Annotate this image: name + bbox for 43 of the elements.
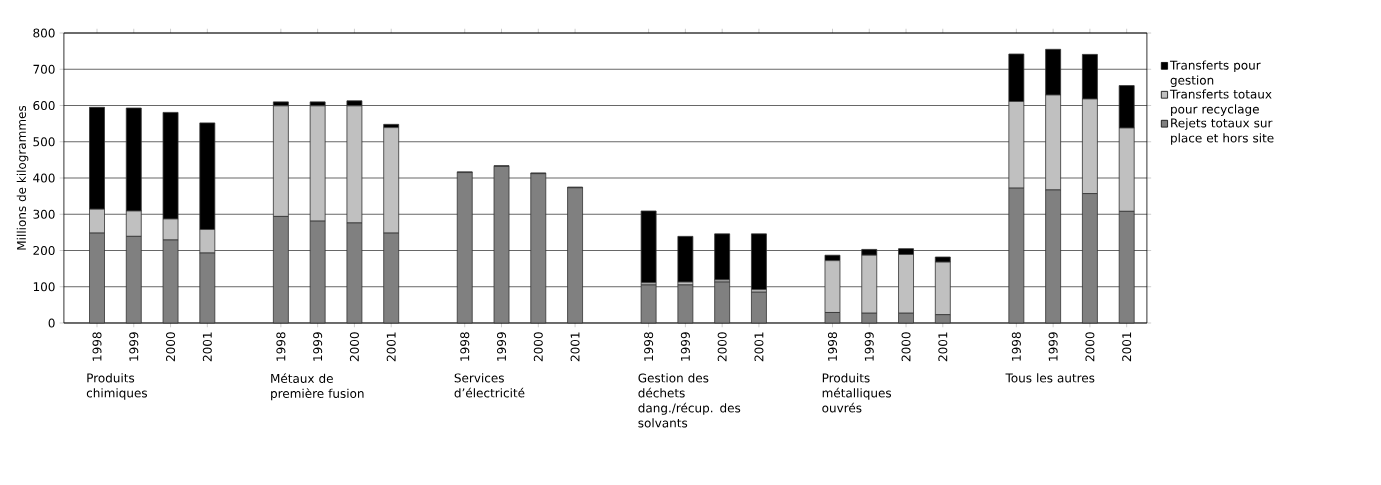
x-tick-label: 1998	[460, 332, 470, 361]
legend-label: Transferts pour gestion	[1169, 60, 1261, 88]
x-tick-label: 2001	[938, 332, 948, 362]
x-tick-label: 1999	[680, 332, 690, 361]
x-tick-label: 2001	[754, 332, 764, 362]
x-tick-label: 2000	[349, 332, 359, 362]
legend-label: Rejets totaux sur place et hors site	[1171, 118, 1274, 145]
text: Produits chimiques	[86, 373, 148, 400]
text: Gestion des déchets dang./récup. des solvants	[638, 373, 741, 428]
y-tick-label: 500	[33, 137, 55, 147]
x-tick-label: 2001	[1122, 332, 1132, 362]
x-tick-label: 1998	[276, 332, 286, 361]
y-tick-label: 100	[33, 282, 55, 292]
x-tick-label: 2001	[202, 332, 212, 362]
x-tick-label: 2000	[901, 332, 911, 362]
x-tick-label: 2000	[166, 332, 176, 362]
y-tick-label: 800	[33, 28, 55, 38]
x-tick-label: 2001	[570, 332, 580, 362]
y-tick-label: 200	[33, 245, 55, 256]
text: Services d’électricité	[454, 373, 525, 398]
text: Tous les autres	[1005, 373, 1095, 383]
x-tick-label: 1999	[496, 332, 507, 361]
x-tick-label: 2000	[717, 332, 727, 362]
y-tick-label: 400	[33, 173, 55, 183]
text: Métaux de première fusion	[271, 373, 364, 401]
x-tick-label: 1998	[827, 332, 838, 361]
x-tick-label: 2000	[1085, 332, 1095, 362]
y-tick-label: 0	[48, 318, 55, 328]
legend-label: Transferts totaux pour recyclage	[1169, 89, 1272, 116]
x-tick-label: 1999	[129, 332, 139, 361]
x-tick-label: 1999	[1048, 332, 1058, 361]
text: Produits métalliques ouvrés	[822, 373, 892, 413]
x-tick-label: 1999	[864, 332, 874, 361]
y-tick-label: 300	[33, 209, 55, 219]
y-axis-title: Millions de kilogrammes	[16, 105, 29, 250]
x-tick-label: 1998	[92, 332, 102, 361]
x-tick-label: 1998	[1011, 332, 1021, 361]
x-tick-label: 1999	[313, 332, 323, 361]
y-tick-label: 600	[33, 100, 55, 111]
x-tick-label: 1998	[644, 332, 654, 361]
x-tick-label: 2001	[386, 332, 396, 362]
x-tick-label: 2000	[533, 332, 543, 362]
y-tick-label: 700	[33, 64, 55, 74]
